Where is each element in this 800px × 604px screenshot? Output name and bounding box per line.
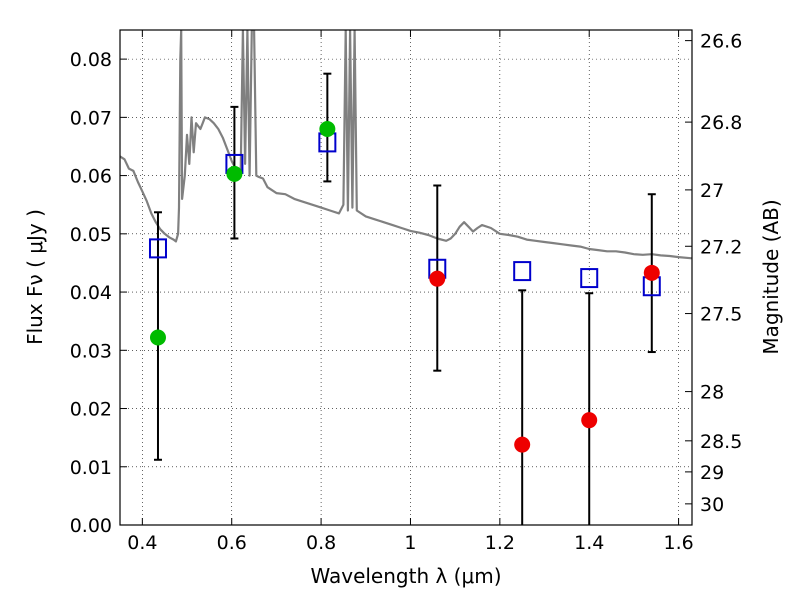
right-tick-label: 26.6 [700, 31, 742, 53]
right-tick-label: 28 [700, 382, 724, 404]
y-axis-label-right: Magnitude (AB) [759, 199, 783, 354]
plot-background [120, 30, 692, 525]
observed-flux-point [581, 412, 598, 429]
model-band-flux-square [580, 268, 599, 289]
right-tick-label: 30 [700, 494, 724, 516]
y-axis-ticks: 0.00 0.01 0.02 0.03 0.04 0.05 0.06 0.07 0.08 [70, 49, 127, 537]
model-spectrum-line [120, 30, 692, 260]
y-axis-label-left: Flux Fν ( μJy ) [23, 209, 47, 345]
right-axis-ticks: 26.6 26.8 27 27.2 27.5 28 28.5 29 30 [685, 31, 742, 516]
observed-flux-point [149, 329, 166, 346]
x-tick-label: 0.6 [217, 532, 247, 554]
right-tick-label: 29 [700, 462, 724, 484]
model-band-flux-square [148, 238, 167, 259]
observed-flux-layer [149, 121, 660, 453]
right-tick-label: 28.5 [700, 431, 742, 453]
right-tick-label: 26.8 [700, 112, 742, 134]
model-band-flux-square [513, 261, 532, 282]
right-tick-label: 27.5 [700, 304, 742, 326]
observed-flux-point [643, 264, 660, 281]
observed-flux-point [429, 270, 446, 287]
observed-flux-point [514, 436, 531, 453]
right-tick-label: 27 [700, 180, 724, 202]
x-tick-label: 1.4 [574, 532, 604, 554]
right-tick-label: 27.2 [700, 236, 742, 258]
plot-frame [119, 29, 693, 526]
x-axis-ticks: 0.4 0.6 0.8 1 1.2 1.4 1.6 [127, 30, 694, 554]
y-tick-label: 0.04 [70, 282, 112, 304]
y-tick-label: 0.01 [70, 457, 112, 479]
x-tick-label: 0.8 [306, 532, 336, 554]
y-tick-label: 0.03 [70, 340, 112, 362]
y-tick-label: 0.06 [70, 166, 112, 188]
y-tick-label: 0.05 [70, 224, 112, 246]
observed-flux-point [226, 165, 243, 182]
y-tick-label: 0.00 [70, 515, 112, 537]
x-tick-label: 0.4 [127, 532, 157, 554]
y-tick-label: 0.07 [70, 107, 112, 129]
model-spectrum-layer [120, 30, 692, 260]
x-axis-label: Wavelength λ (μm) [310, 564, 501, 588]
y-tick-label: 0.08 [70, 49, 112, 71]
x-tick-label: 1.6 [663, 532, 693, 554]
observed-flux-point [319, 121, 336, 137]
x-tick-label: 1 [404, 532, 416, 554]
x-tick-label: 1.2 [485, 532, 515, 554]
y-tick-label: 0.02 [70, 399, 112, 421]
